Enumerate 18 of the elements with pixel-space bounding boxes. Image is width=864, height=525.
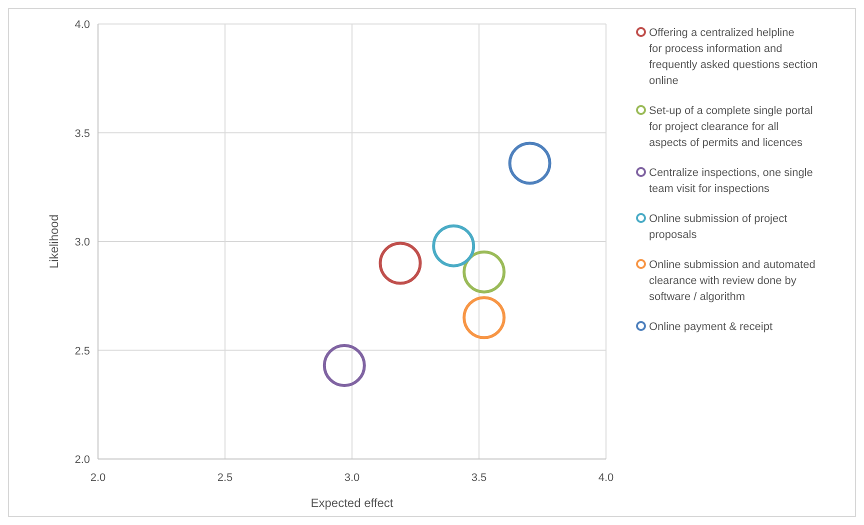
legend-label: Online submission and automated clearance with review done by software / algorithm	[649, 259, 816, 303]
x-tick-label: 3.0	[344, 472, 360, 484]
x-tick-label: 3.5	[471, 472, 487, 484]
y-tick-label: 2.5	[74, 345, 90, 358]
y-tick-label: 3.5	[74, 128, 90, 140]
y-tick-label: 4.0	[74, 19, 90, 31]
legend-label: Online submission of project proposals	[649, 213, 788, 241]
legend-label: Set-up of a complete single portal for project clearance for all aspects of permits and licences	[649, 105, 813, 149]
x-axis-title: Expected effect	[310, 496, 394, 510]
x-tick-label: 4.0	[598, 472, 614, 484]
y-axis-title: Likelihood	[47, 214, 61, 269]
y-tick-label: 3.0	[74, 236, 90, 248]
x-tick-label: 2.0	[90, 472, 106, 484]
x-tick-label: 2.5	[217, 472, 233, 484]
legend-label: Offering a centralized helpline for process information and frequently asked questions section online	[649, 27, 818, 87]
legend-label: Online payment & receipt	[649, 321, 773, 333]
y-tick-label: 2.0	[74, 454, 90, 466]
legend-label: Centralize inspections, one single team visit for inspections	[649, 167, 813, 195]
